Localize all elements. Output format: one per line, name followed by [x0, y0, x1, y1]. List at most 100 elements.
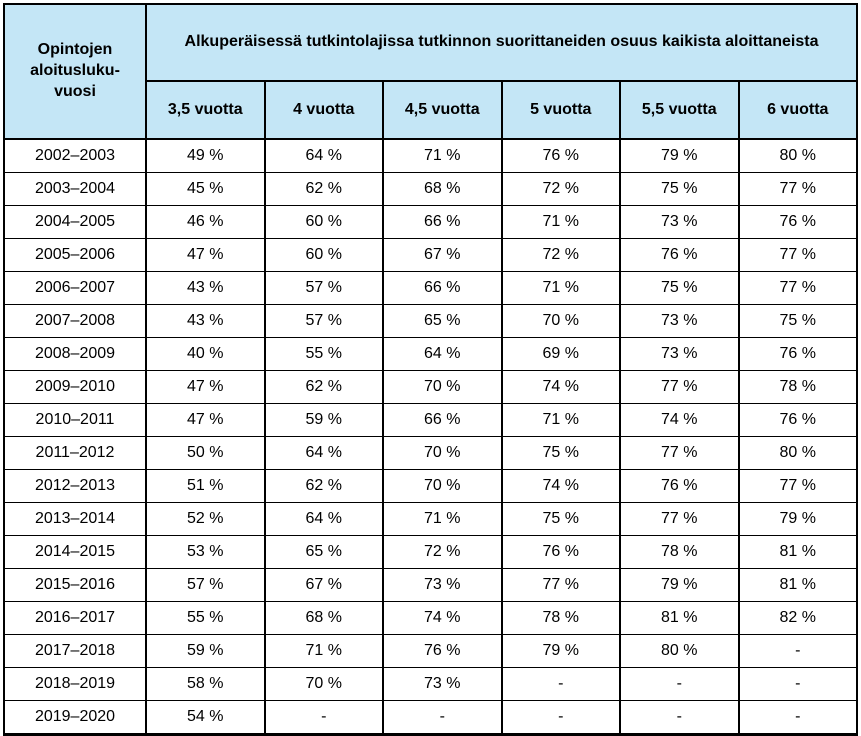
table-row: 2018–2019 58 % 70 % 73 % - - - [3, 667, 858, 701]
value-cell: 46 % [145, 205, 266, 239]
duration-header: 3,5 vuotta [145, 80, 266, 140]
value-cell: 76 % [500, 138, 621, 173]
value-cell: 81 % [619, 601, 740, 635]
value-cell: 57 % [263, 271, 384, 305]
value-cell: 70 % [382, 469, 503, 503]
year-cell: 2002–2003 [3, 138, 147, 173]
value-cell: 64 % [263, 436, 384, 470]
value-cell: 73 % [619, 205, 740, 239]
value-cell: 77 % [619, 436, 740, 470]
table-row: 2014–2015 53 % 65 % 72 % 76 % 78 % 81 % [3, 535, 858, 569]
value-cell: - [263, 700, 384, 735]
value-cell: 75 % [619, 271, 740, 305]
value-cell: 47 % [145, 403, 266, 437]
table-row: 2006–2007 43 % 57 % 66 % 71 % 75 % 77 % [3, 271, 858, 305]
value-cell: 67 % [382, 238, 503, 272]
year-column-header: Opintojen aloitusluku- vuosi [3, 3, 147, 140]
value-cell: 78 % [619, 535, 740, 569]
table-row: 2013–2014 52 % 64 % 71 % 75 % 77 % 79 % [3, 502, 858, 536]
value-cell: 81 % [737, 568, 858, 602]
duration-header: 4,5 vuotta [382, 80, 503, 140]
table-row: 2007–2008 43 % 57 % 65 % 70 % 73 % 75 % [3, 304, 858, 338]
value-cell: 75 % [619, 172, 740, 206]
duration-header: 6 vuotta [737, 80, 858, 140]
value-cell: 71 % [263, 634, 384, 668]
value-cell: 77 % [737, 271, 858, 305]
table-row: 2009–2010 47 % 62 % 70 % 74 % 77 % 78 % [3, 370, 858, 404]
value-cell: 77 % [737, 469, 858, 503]
value-cell: - [737, 634, 858, 668]
value-cell: 70 % [382, 436, 503, 470]
table-row: 2008–2009 40 % 55 % 64 % 69 % 73 % 76 % [3, 337, 858, 371]
year-cell: 2019–2020 [3, 700, 147, 735]
table-title-text: Alkuperäisessä tutkintolajissa tutkinnon… [184, 33, 819, 51]
value-cell: - [737, 667, 858, 701]
year-cell: 2008–2009 [3, 337, 147, 371]
year-cell: 2012–2013 [3, 469, 147, 503]
value-cell: 75 % [500, 436, 621, 470]
table-row: 2011–2012 50 % 64 % 70 % 75 % 77 % 80 % [3, 436, 858, 470]
value-cell: 72 % [382, 535, 503, 569]
value-cell: 76 % [737, 337, 858, 371]
year-cell: 2011–2012 [3, 436, 147, 470]
value-cell: 60 % [263, 205, 384, 239]
table-header: Opintojen aloitusluku- vuosi Alkuperäise… [3, 3, 858, 140]
year-cell: 2004–2005 [3, 205, 147, 239]
value-cell: 73 % [382, 667, 503, 701]
year-cell: 2010–2011 [3, 403, 147, 437]
value-cell: 76 % [619, 238, 740, 272]
table-row: 2003–2004 45 % 62 % 68 % 72 % 75 % 77 % [3, 172, 858, 206]
value-cell: - [382, 700, 503, 735]
table-row: 2012–2013 51 % 62 % 70 % 74 % 76 % 77 % [3, 469, 858, 503]
value-cell: 69 % [500, 337, 621, 371]
duration-header: 5 vuotta [500, 80, 621, 140]
duration-header-row: 3,5 vuotta 4 vuotta 4,5 vuotta 5 vuotta 5,5 … [4, 80, 858, 140]
value-cell: 80 % [737, 138, 858, 173]
value-cell: 68 % [263, 601, 384, 635]
year-cell: 2018–2019 [3, 667, 147, 701]
value-cell: 80 % [619, 634, 740, 668]
value-cell: 79 % [500, 634, 621, 668]
value-cell: 77 % [737, 238, 858, 272]
value-cell: 77 % [737, 172, 858, 206]
value-cell: 71 % [382, 502, 503, 536]
table-row: 2017–2018 59 % 71 % 76 % 79 % 80 % - [3, 634, 858, 668]
value-cell: 78 % [737, 370, 858, 404]
value-cell: 57 % [145, 568, 266, 602]
value-cell: 76 % [737, 205, 858, 239]
value-cell: 47 % [145, 370, 266, 404]
value-cell: 65 % [382, 304, 503, 338]
value-cell: 76 % [619, 469, 740, 503]
value-cell: 81 % [737, 535, 858, 569]
value-cell: 62 % [263, 370, 384, 404]
value-cell: 64 % [263, 138, 384, 173]
value-cell: 64 % [382, 337, 503, 371]
value-cell: 66 % [382, 205, 503, 239]
value-cell: 77 % [619, 370, 740, 404]
value-cell: 76 % [737, 403, 858, 437]
year-cell: 2009–2010 [3, 370, 147, 404]
table-row: 2015–2016 57 % 67 % 73 % 77 % 79 % 81 % [3, 568, 858, 602]
value-cell: 57 % [263, 304, 384, 338]
value-cell: - [500, 700, 621, 735]
value-cell: 72 % [500, 172, 621, 206]
value-cell: 52 % [145, 502, 266, 536]
value-cell: 59 % [263, 403, 384, 437]
value-cell: - [619, 667, 740, 701]
value-cell: 70 % [382, 370, 503, 404]
table-body: 2002–2003 49 % 64 % 71 % 76 % 79 % 80 % 2003–20… [3, 138, 858, 735]
year-cell: 2006–2007 [3, 271, 147, 305]
value-cell: 58 % [145, 667, 266, 701]
year-cell: 2017–2018 [3, 634, 147, 668]
value-cell: 65 % [263, 535, 384, 569]
value-cell: 76 % [382, 634, 503, 668]
table-row: 2016–2017 55 % 68 % 74 % 78 % 81 % 82 % [3, 601, 858, 635]
value-cell: 79 % [619, 568, 740, 602]
value-cell: 73 % [619, 337, 740, 371]
value-cell: 75 % [500, 502, 621, 536]
value-cell: 67 % [263, 568, 384, 602]
value-cell: 71 % [500, 205, 621, 239]
year-cell: 2005–2006 [3, 238, 147, 272]
year-cell: 2014–2015 [3, 535, 147, 569]
